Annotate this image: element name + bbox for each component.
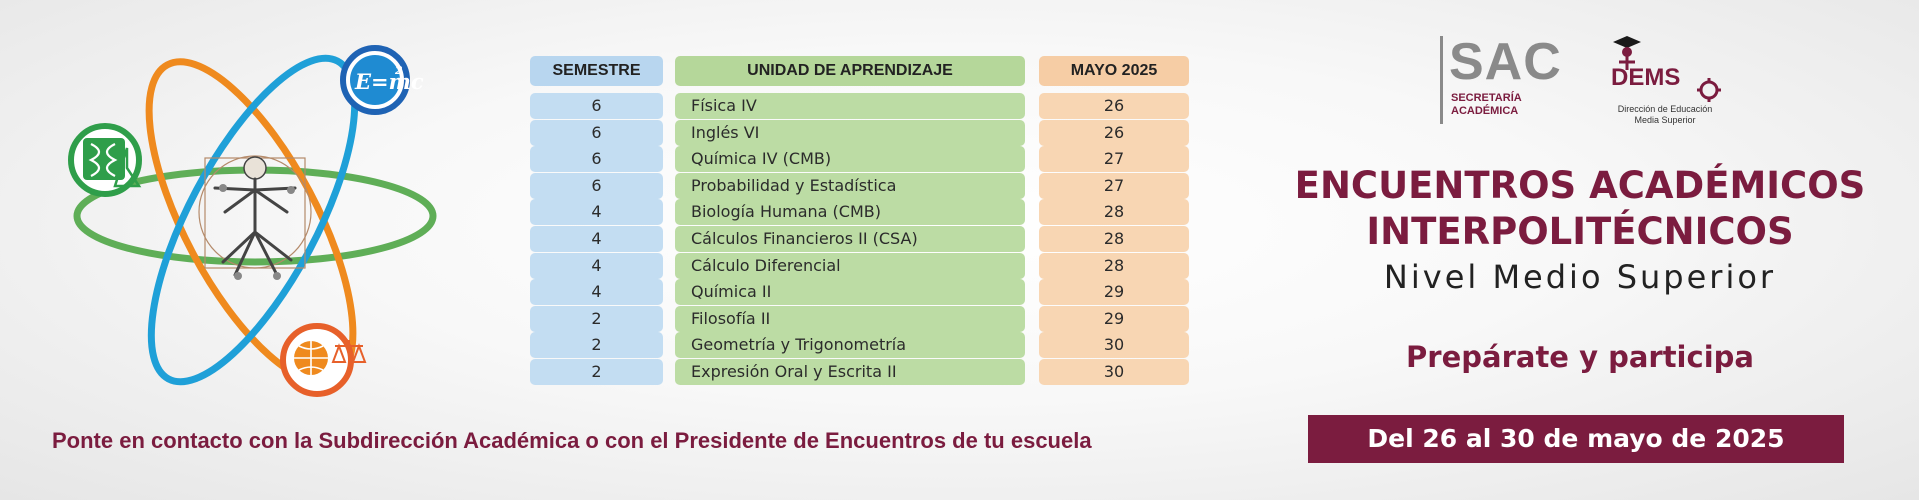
semestre-cell: 4 xyxy=(530,279,663,306)
sac-divider xyxy=(1440,36,1443,124)
atom-illustration: E=mc 2 xyxy=(68,45,437,397)
dia-cell: 27 xyxy=(1039,172,1189,199)
sac-logo: SAC SECRETARÍA ACADÉMICA xyxy=(1440,33,1570,126)
semestre-cell: 2 xyxy=(530,332,663,359)
event-title-line1: ENCUENTROS ACADÉMICOS xyxy=(1294,164,1866,207)
contact-text: Ponte en contacto con la Subdirección Ac… xyxy=(52,428,1092,453)
semestre-cell: 2 xyxy=(530,359,663,385)
dems-emblem-icon xyxy=(1613,36,1721,102)
vitruvian-figure-icon xyxy=(198,155,312,280)
sac-wordmark: SAC xyxy=(1449,33,1562,91)
semestre-cell: 6 xyxy=(530,172,663,199)
dna-flask-icon xyxy=(68,123,142,197)
unidad-cell: Física IV xyxy=(675,93,1025,119)
dia-cell: 30 xyxy=(1039,332,1189,359)
unidad-cell: Química II xyxy=(675,279,1025,306)
dems-wordmark: DEMS xyxy=(1611,64,1681,91)
unidad-cell: Cálculo Diferencial xyxy=(675,252,1025,279)
dems-subtitle-line2: Media Superior xyxy=(1634,115,1696,125)
unidad-cell: Probabilidad y Estadística xyxy=(675,172,1025,199)
semestre-cell: 4 xyxy=(530,199,663,226)
semestre-cell: 6 xyxy=(530,146,663,173)
sac-subtitle: SECRETARÍA ACADÉMICA xyxy=(1451,92,1561,118)
unidad-cell: Geometría y Trigonometría xyxy=(675,332,1025,359)
sac-subtitle-line1: SECRETARÍA xyxy=(1451,92,1522,104)
semestre-cell: 6 xyxy=(530,93,663,119)
semestre-cell: 2 xyxy=(530,305,663,332)
dems-logo: DEMS Dirección de Educación Media Superi… xyxy=(1605,32,1735,128)
event-tagline: Prepárate y participa xyxy=(1406,340,1754,374)
unidad-cell: Expresión Oral y Escrita II xyxy=(675,359,1025,385)
sac-subtitle-line2: ACADÉMICA xyxy=(1451,105,1519,117)
formula-exponent: 2 xyxy=(394,64,403,77)
dia-cell: 29 xyxy=(1039,279,1189,306)
semestre-cell: 4 xyxy=(530,252,663,279)
unidad-cell: Filosofía II xyxy=(675,305,1025,332)
dia-cell: 28 xyxy=(1039,199,1189,226)
semestre-cell: 6 xyxy=(530,119,663,146)
formula-text: E=mc xyxy=(354,69,424,94)
header-semestre: SEMESTRE xyxy=(530,56,663,86)
dems-subtitle-line1: Dirección de Educación xyxy=(1617,104,1713,114)
semestre-cell: 4 xyxy=(530,226,663,252)
unidad-cell: Química IV (CMB) xyxy=(675,146,1025,173)
dia-cell: 30 xyxy=(1039,359,1189,385)
globe-scales-icon xyxy=(280,323,367,397)
dia-cell: 29 xyxy=(1039,305,1189,332)
dems-subtitle: Dirección de Educación Media Superior xyxy=(1615,104,1715,126)
orbit-blue xyxy=(147,54,359,386)
header-unidad: UNIDAD DE APRENDIZAJE xyxy=(675,56,1025,86)
dia-cell: 27 xyxy=(1039,146,1189,173)
event-title-line2: INTERPOLITÉCNICOS xyxy=(1366,210,1794,253)
header-mayo: MAYO 2025 xyxy=(1039,56,1189,86)
unidad-cell: Biología Humana (CMB) xyxy=(675,199,1025,226)
event-dates-banner: Del 26 al 30 de mayo de 2025 xyxy=(1308,415,1844,463)
dia-cell: 28 xyxy=(1039,252,1189,279)
formula-icon: E=mc 2 xyxy=(340,45,424,115)
dia-cell: 28 xyxy=(1039,226,1189,252)
dia-cell: 26 xyxy=(1039,119,1189,146)
dia-cell: 26 xyxy=(1039,93,1189,119)
unidad-cell: Inglés VI xyxy=(675,119,1025,146)
event-subtitle: Nivel Medio Superior xyxy=(1383,258,1777,296)
unidad-cell: Cálculos Financieros II (CSA) xyxy=(675,226,1025,252)
